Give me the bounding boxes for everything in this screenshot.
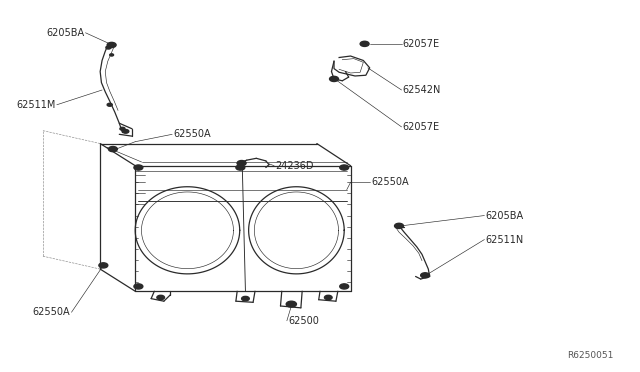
Circle shape — [394, 223, 403, 228]
Circle shape — [236, 165, 245, 170]
Circle shape — [107, 103, 112, 106]
Circle shape — [107, 42, 116, 48]
Text: 62511N: 62511N — [486, 234, 524, 244]
Circle shape — [360, 41, 369, 46]
Text: 6205BA: 6205BA — [46, 28, 84, 38]
Circle shape — [108, 147, 117, 152]
Text: 62057E: 62057E — [403, 122, 440, 132]
Circle shape — [157, 295, 164, 300]
Circle shape — [340, 165, 349, 170]
Circle shape — [340, 284, 349, 289]
Circle shape — [134, 165, 143, 170]
Text: R6250051: R6250051 — [567, 350, 613, 359]
Circle shape — [109, 54, 113, 56]
Circle shape — [122, 129, 129, 133]
Text: 62511M: 62511M — [16, 100, 56, 110]
Text: 24236D: 24236D — [275, 161, 314, 171]
Text: 62542N: 62542N — [403, 85, 441, 95]
Text: 62550A: 62550A — [33, 307, 70, 317]
Circle shape — [134, 284, 143, 289]
Text: 62550A: 62550A — [371, 177, 408, 187]
Text: 6205BA: 6205BA — [486, 211, 524, 221]
Circle shape — [324, 295, 332, 300]
Circle shape — [237, 161, 246, 166]
Circle shape — [420, 273, 429, 278]
Circle shape — [106, 46, 111, 49]
Text: 62057E: 62057E — [403, 39, 440, 49]
Circle shape — [242, 296, 249, 301]
Circle shape — [330, 76, 339, 81]
Text: 62500: 62500 — [288, 316, 319, 326]
Circle shape — [99, 263, 108, 268]
Text: 62550A: 62550A — [173, 129, 211, 139]
Circle shape — [286, 301, 296, 307]
Circle shape — [120, 127, 125, 130]
